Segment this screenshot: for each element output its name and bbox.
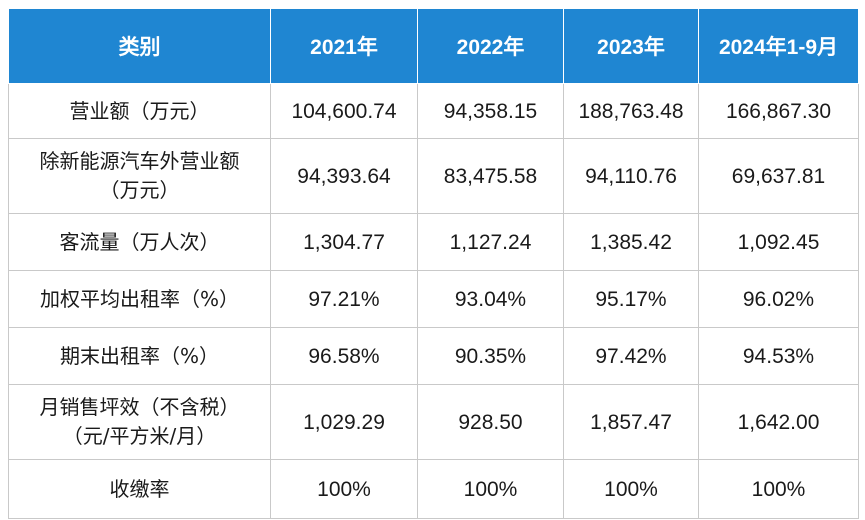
row-label-line: 月销售坪效（不含税） [39,395,240,419]
table-cell: 1,857.47 [563,384,699,460]
table-cell: 1,304.77 [270,213,418,271]
row-label: 加权平均出租率（%） [8,270,271,328]
table-cell: 97.21% [270,270,418,328]
header-2023: 2023年 [563,8,699,84]
header-category: 类别 [8,8,271,84]
table-row: 月销售坪效（不含税） （元/平方米/月） 1,029.29 928.50 1,85… [8,384,859,460]
table-cell: 100% [417,459,564,519]
table-cell: 100% [698,459,859,519]
row-label-line: 客流量（万人次） [59,229,220,254]
table-cell: 95.17% [563,270,699,328]
header-row: 类别 2021年 2022年 2023年 2024年1-9月 [8,8,859,84]
table-cell: 94,393.64 [270,138,418,214]
row-label-line: 加权平均出租率（%） [39,286,239,311]
table-cell: 94.53% [698,327,859,385]
table-cell: 96.58% [270,327,418,385]
row-label-line: （万元） [99,178,180,202]
table-cell: 928.50 [417,384,564,460]
table-row: 加权平均出租率（%） 97.21% 93.04% 95.17% 96.02% [8,270,859,328]
header-2021: 2021年 [270,8,418,84]
row-label: 除新能源汽车外营业额 （万元） [8,138,271,214]
table-cell: 69,637.81 [698,138,859,214]
table-row: 期末出租率（%） 96.58% 90.35% 97.42% 94.53% [8,327,859,385]
table-row: 除新能源汽车外营业额 （万元） 94,393.64 83,475.58 94,11… [8,138,859,214]
row-label: 营业额（万元） [8,83,271,139]
row-label: 客流量（万人次） [8,213,271,271]
row-label-line: 收缴率 [109,476,170,501]
data-table: 类别 2021年 2022年 2023年 2024年1-9月 营业额（万元） 1… [8,8,859,519]
table-header: 类别 2021年 2022年 2023年 2024年1-9月 [8,8,859,84]
table-cell: 83,475.58 [417,138,564,214]
table-cell: 100% [563,459,699,519]
row-label-line: 营业额（万元） [69,98,210,123]
row-label: 期末出租率（%） [8,327,271,385]
data-table-container: 类别 2021年 2022年 2023年 2024年1-9月 营业额（万元） 1… [8,8,859,519]
table-cell: 90.35% [417,327,564,385]
table-body: 营业额（万元） 104,600.74 94,358.15 188,763.48 … [8,83,859,519]
table-cell: 1,385.42 [563,213,699,271]
row-label-line: （元/平方米/月） [62,424,217,448]
table-cell: 166,867.30 [698,83,859,139]
table-cell: 97.42% [563,327,699,385]
table-cell: 1,127.24 [417,213,564,271]
row-label: 月销售坪效（不含税） （元/平方米/月） [8,384,271,460]
table-cell: 94,358.15 [417,83,564,139]
table-row: 客流量（万人次） 1,304.77 1,127.24 1,385.42 1,09… [8,213,859,271]
table-cell: 1,029.29 [270,384,418,460]
table-row: 收缴率 100% 100% 100% 100% [8,459,859,519]
table-row: 营业额（万元） 104,600.74 94,358.15 188,763.48 … [8,83,859,139]
table-cell: 104,600.74 [270,83,418,139]
header-2024-jan-sep: 2024年1-9月 [698,8,859,84]
table-cell: 1,642.00 [698,384,859,460]
table-cell: 94,110.76 [563,138,699,214]
header-2022: 2022年 [417,8,564,84]
row-label: 收缴率 [8,459,271,519]
row-label-line: 除新能源汽车外营业额 [39,149,240,173]
row-label-line: 期末出租率（%） [59,343,219,368]
table-cell: 96.02% [698,270,859,328]
table-cell: 93.04% [417,270,564,328]
table-cell: 100% [270,459,418,519]
table-cell: 188,763.48 [563,83,699,139]
table-cell: 1,092.45 [698,213,859,271]
